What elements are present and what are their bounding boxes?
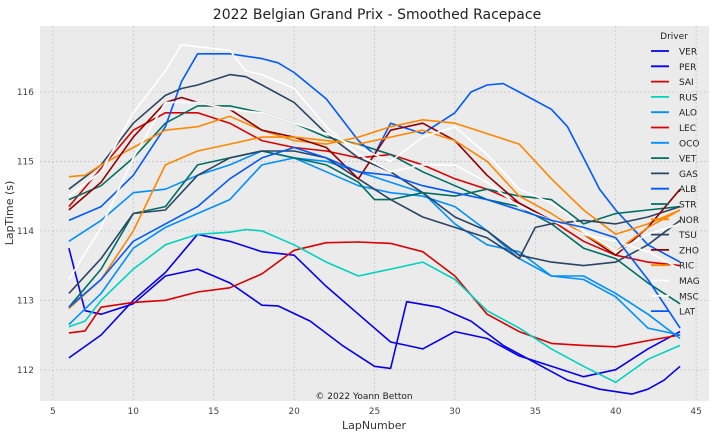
legend-label-tsu: TSU — [678, 231, 697, 241]
x-tick-label: 15 — [208, 407, 219, 417]
series-line-tsu — [68, 150, 681, 294]
legend-label-ver: VER — [679, 48, 697, 58]
legend-label-nor: NOR — [679, 216, 699, 226]
x-tick-label: 45 — [690, 407, 701, 417]
y-tick-label: 112 — [17, 366, 34, 376]
legend-label-mag: MAG — [679, 277, 700, 287]
series-line-sai — [68, 241, 681, 348]
chart-title: 2022 Belgian Grand Prix - Smoothed Racep… — [213, 7, 541, 23]
x-tick-label: 10 — [128, 407, 140, 417]
series-line-rus — [68, 228, 681, 384]
x-tick-label: 40 — [610, 407, 622, 417]
copyright-annotation: © 2022 Yoann Betton — [315, 392, 412, 402]
y-tick-label: 115 — [17, 157, 34, 167]
legend-label-lec: LEC — [679, 124, 696, 134]
legend-label-alb: ALB — [679, 185, 696, 195]
legend-label-sai: SAI — [679, 78, 694, 88]
series-line-nor — [68, 115, 681, 236]
series-line-str — [68, 150, 681, 308]
legend-label-oco: OCO — [679, 139, 699, 149]
series-line-gas — [68, 73, 681, 267]
series-line-msc — [68, 101, 681, 280]
x-tick-label: 20 — [288, 407, 300, 417]
legend: Driver VER PER SAI RUS ALO LEC OCO VET GAS ALB STR… — [651, 32, 700, 318]
legend-label-rus: RUS — [679, 93, 698, 103]
y-axis-label: LapTime (s) — [3, 181, 16, 246]
y-tick-label: 116 — [17, 88, 34, 98]
series-line-vet — [68, 105, 681, 305]
y-tick-label: 114 — [17, 227, 34, 237]
legend-label-str: STR — [679, 201, 696, 211]
legend-label-gas: GAS — [679, 170, 698, 180]
legend-title: Driver — [660, 32, 688, 42]
axes: 5 10 15 20 25 30 35 40 45 112 113 114 115 116 — [17, 88, 702, 417]
legend-label-vet: VET — [679, 155, 697, 165]
legend-label-alo: ALO — [679, 109, 697, 119]
legend-label-lat: LAT — [679, 308, 696, 318]
series-line-per — [68, 248, 681, 395]
series-line-alb — [68, 53, 681, 263]
series-lines — [68, 43, 681, 395]
x-tick-label: 30 — [449, 407, 461, 417]
legend-label-msc: MSC — [679, 292, 699, 302]
x-tick-label: 5 — [50, 407, 56, 417]
series-line-ric — [68, 129, 681, 310]
x-tick-label: 35 — [530, 407, 541, 417]
legend-label-ric: RIC — [679, 262, 694, 272]
x-tick-label: 25 — [369, 407, 380, 417]
y-tick-label: 113 — [17, 296, 34, 306]
legend-label-zho: ZHO — [679, 246, 699, 256]
x-axis-label: LapNumber — [342, 419, 407, 432]
legend-label-per: PER — [679, 63, 696, 73]
series-line-lat — [68, 146, 681, 329]
series-line-oco — [68, 157, 681, 336]
series-line-ver — [68, 233, 681, 378]
